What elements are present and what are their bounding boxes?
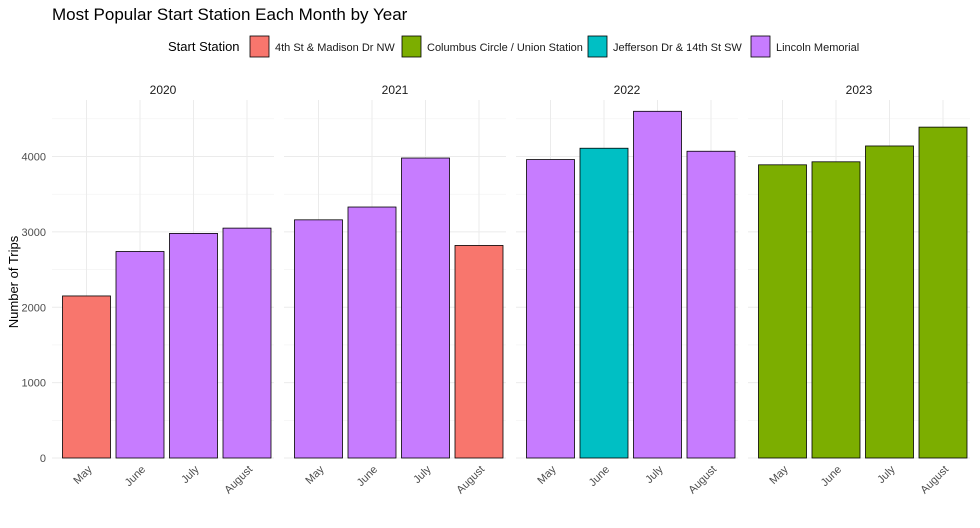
x-tick-label: July bbox=[179, 463, 202, 486]
bar bbox=[918, 126, 968, 459]
x-tick-label: August bbox=[918, 464, 951, 497]
legend-label: 4th St & Madison Dr NW bbox=[275, 42, 395, 54]
x-tick-label: June bbox=[587, 464, 612, 489]
bar bbox=[579, 147, 629, 459]
facet-label: 2020 bbox=[150, 83, 177, 97]
legend-swatch bbox=[249, 35, 270, 58]
legend-swatch bbox=[587, 35, 608, 58]
x-tick-label: August bbox=[222, 464, 255, 497]
x-tick-label: May bbox=[535, 463, 559, 487]
x-tick-label: August bbox=[454, 464, 487, 497]
y-tick-label: 3000 bbox=[22, 227, 46, 239]
panel-2021: 2021 May June July August bbox=[284, 83, 506, 496]
bar bbox=[526, 159, 575, 459]
x-tick-label: June bbox=[123, 464, 148, 489]
panel-2022: 2022 May June July August bbox=[516, 83, 738, 496]
y-tick-label: 2000 bbox=[22, 302, 46, 314]
x-tick-label: June bbox=[355, 464, 380, 489]
legend-title: Start Station bbox=[168, 39, 240, 54]
facet-label: 2023 bbox=[846, 83, 873, 97]
bar bbox=[686, 150, 736, 459]
x-tick-label: July bbox=[875, 463, 898, 486]
x-tick-label: May bbox=[71, 463, 95, 487]
x-tick-label: May bbox=[303, 463, 327, 487]
facet-label: 2022 bbox=[614, 83, 641, 97]
bar bbox=[454, 245, 504, 459]
legend-label: Jefferson Dr & 14th St SW bbox=[613, 42, 742, 54]
bar bbox=[115, 251, 165, 459]
x-tick-label: May bbox=[767, 463, 791, 487]
bar bbox=[758, 164, 807, 459]
x-tick-label: June bbox=[819, 464, 844, 489]
legend-swatch bbox=[401, 35, 422, 58]
bar bbox=[811, 161, 861, 459]
bar bbox=[222, 227, 272, 459]
legend-item: 4th St & Madison Dr NW bbox=[249, 35, 395, 58]
x-tick-label: August bbox=[686, 464, 719, 497]
bar bbox=[865, 145, 914, 459]
legend-swatch bbox=[750, 35, 771, 58]
legend-item: Jefferson Dr & 14th St SW bbox=[587, 35, 742, 58]
legend-label: Columbus Circle / Union Station bbox=[427, 42, 583, 54]
bar bbox=[169, 233, 218, 459]
bar bbox=[633, 110, 682, 459]
legend-item: Columbus Circle / Union Station bbox=[401, 35, 583, 58]
y-tick-label: 4000 bbox=[22, 152, 46, 164]
y-tick-label: 0 bbox=[40, 453, 46, 465]
bar bbox=[294, 219, 343, 459]
panel-2023: 2023 May June July August bbox=[748, 83, 970, 496]
legend: Start Station 4th St & Madison Dr NW Colu… bbox=[168, 35, 859, 58]
y-tick-label: 1000 bbox=[22, 378, 46, 390]
legend-item: Lincoln Memorial bbox=[750, 35, 859, 58]
bar bbox=[401, 157, 450, 459]
facet-label: 2021 bbox=[382, 83, 409, 97]
x-tick-label: July bbox=[643, 463, 666, 486]
y-axis-label: Number of Trips bbox=[6, 235, 21, 328]
chart-title: Most Popular Start Station Each Month by… bbox=[52, 5, 408, 24]
facet-panels: 2020 May June July August 2021 May June July Augu… bbox=[22, 83, 970, 496]
bar bbox=[347, 206, 397, 459]
panel-2020: 2020 May June July August bbox=[52, 83, 274, 496]
legend-label: Lincoln Memorial bbox=[776, 42, 859, 54]
bar bbox=[62, 295, 111, 459]
x-tick-label: July bbox=[411, 463, 434, 486]
